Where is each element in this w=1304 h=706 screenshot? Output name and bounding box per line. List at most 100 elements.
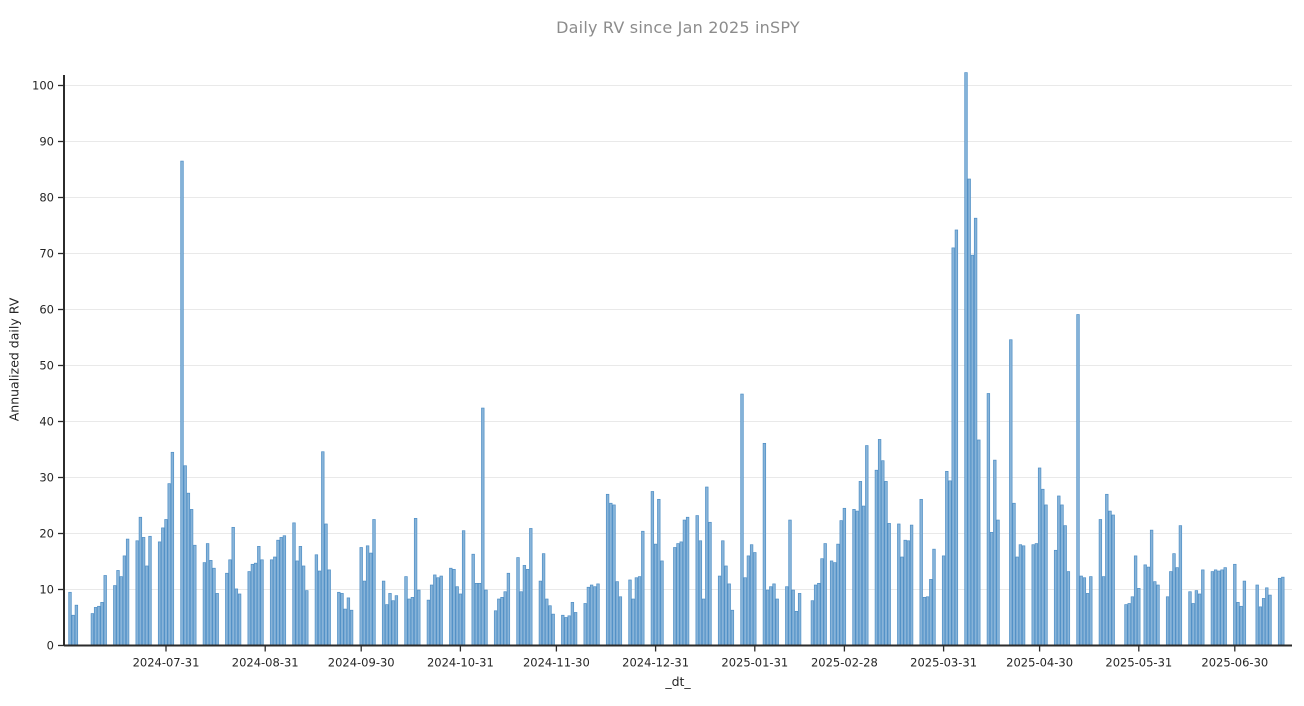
bar [903,539,907,646]
bar [1079,575,1083,646]
bar [839,520,843,646]
bar [1223,567,1227,646]
bar [817,582,821,646]
bar [1143,564,1147,646]
bar [1127,603,1131,646]
bar [90,613,95,646]
bar [1105,493,1109,646]
bar [660,560,664,646]
bar [1137,588,1141,646]
bar [673,547,677,646]
bar [193,544,197,646]
bar [279,537,283,646]
bar [820,558,824,646]
bar [436,577,440,646]
bar [695,515,699,646]
bar [97,605,101,646]
bar [305,590,309,646]
bar [1210,571,1215,646]
bar [209,560,213,646]
bar [708,521,712,646]
bar [852,509,856,646]
bar [180,160,184,646]
bar [762,442,767,646]
bar [705,486,709,646]
bar [324,523,328,646]
bar [605,493,610,646]
bar [317,570,322,646]
bar [257,546,261,646]
bar [749,544,754,646]
bar [823,543,827,646]
bar [413,518,418,646]
bar [93,607,98,646]
bar [996,519,1000,646]
bar [1153,581,1157,646]
bar [343,608,347,646]
bar [458,593,463,646]
bar [503,591,507,646]
bar [231,526,235,646]
bar [884,481,888,646]
bar [471,553,475,646]
y-tick-label: 50 [39,359,54,373]
bar [349,609,354,646]
bar [516,557,520,646]
bar [1236,602,1240,646]
bar [628,579,632,646]
bar [260,559,264,646]
bar [1188,591,1192,646]
bar [1172,553,1176,646]
bar [855,510,859,646]
bar [874,469,879,646]
bar [1085,593,1090,646]
bar [682,519,687,646]
y-tick-label: 90 [39,135,54,149]
bar [314,554,319,646]
bar [993,459,997,646]
bar [1146,566,1151,646]
bar [1277,577,1282,646]
bar [922,596,927,646]
bar [1233,563,1237,646]
x-tick-label: 2024-08-31 [232,656,299,670]
bar [967,178,971,646]
bar [1031,544,1035,646]
bar [1165,596,1170,646]
bar [772,583,776,646]
bar [653,543,658,646]
bar [1130,596,1135,646]
bar [189,509,194,646]
bar [157,541,162,646]
bar [439,575,443,646]
bar [1220,569,1224,646]
bar [321,451,325,646]
bar [119,576,123,646]
bar [282,535,287,646]
bar [186,492,191,646]
bar [538,580,543,646]
bar [586,586,591,646]
bar [167,483,171,646]
bar [685,516,690,646]
bar [573,612,578,646]
bar [1057,495,1061,646]
bar [829,560,834,646]
bar [1175,567,1179,646]
bar [481,407,485,646]
bar [743,577,747,646]
x-tick-label: 2024-11-30 [523,656,590,670]
bar [887,523,891,646]
bar [650,491,655,646]
bar [493,610,498,646]
x-tick-label: 2024-09-30 [328,656,395,670]
bar [122,555,127,646]
bar [794,610,799,646]
bar [461,530,466,646]
bar [138,516,143,646]
bar [1060,504,1064,646]
bar [561,614,565,646]
bar [340,593,344,646]
bar [1281,576,1285,646]
bar [276,539,280,646]
